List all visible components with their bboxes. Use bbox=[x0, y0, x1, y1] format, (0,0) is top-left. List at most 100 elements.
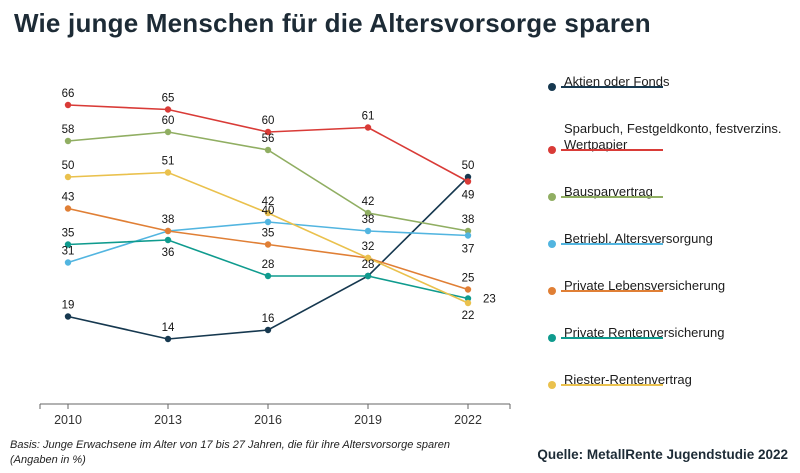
data-point-label: 43 bbox=[62, 192, 75, 204]
x-axis-label: 2013 bbox=[154, 413, 182, 427]
legend-item: Betriebl. Altersversorgung bbox=[548, 231, 792, 255]
data-point-label: 56 bbox=[262, 133, 275, 145]
data-point-label: 61 bbox=[362, 111, 375, 123]
data-point-label: 35 bbox=[62, 228, 75, 240]
data-point-label: 19 bbox=[62, 300, 75, 312]
legend-item-label: Riester-Rentenvertrag bbox=[564, 371, 692, 387]
data-point bbox=[164, 169, 172, 176]
data-point-label: 60 bbox=[262, 115, 275, 127]
data-point bbox=[264, 209, 272, 217]
data-point-label: 23 bbox=[483, 294, 496, 306]
data-point-label: 65 bbox=[162, 93, 175, 105]
data-point bbox=[264, 272, 272, 280]
source-note: Quelle: MetallRente Jugendstudie 2022 bbox=[537, 447, 788, 462]
data-point-label: 58 bbox=[62, 124, 75, 136]
data-point-label: 14 bbox=[162, 322, 175, 334]
data-point-label: 31 bbox=[62, 246, 75, 258]
x-axis-label: 2016 bbox=[254, 413, 282, 427]
data-point bbox=[364, 272, 372, 280]
legend-item: Sparbuch, Festgeldkonto, festverzins. We… bbox=[548, 121, 792, 162]
data-point-label: 51 bbox=[162, 156, 175, 168]
data-point-label: 38 bbox=[462, 214, 475, 226]
data-point bbox=[64, 173, 72, 181]
data-point bbox=[164, 236, 172, 244]
data-point bbox=[264, 146, 272, 154]
legend-item: Private Lebensversicherung bbox=[548, 278, 792, 302]
data-point-label: 49 bbox=[462, 190, 475, 202]
legend-line-icon bbox=[561, 290, 663, 293]
data-point-label: 50 bbox=[462, 160, 475, 172]
data-point bbox=[64, 101, 72, 109]
data-point-label: 16 bbox=[262, 313, 275, 325]
legend-line-icon bbox=[561, 383, 663, 386]
legend-dot-icon bbox=[548, 240, 556, 249]
x-axis-label: 2019 bbox=[354, 413, 382, 427]
data-point bbox=[464, 178, 472, 185]
basis-note-line2: (Angaben in %) bbox=[10, 454, 86, 467]
data-point bbox=[64, 313, 72, 320]
legend-item: Riester-Rentenvertrag bbox=[548, 372, 792, 396]
data-point bbox=[164, 335, 172, 343]
legend-item-label: Aktien oder Fonds bbox=[564, 74, 670, 89]
data-point-label: 40 bbox=[262, 205, 275, 217]
legend-dot-icon bbox=[548, 334, 556, 343]
x-axis-label: 2022 bbox=[454, 413, 482, 427]
legend-line-icon bbox=[561, 243, 663, 246]
data-point bbox=[464, 286, 472, 293]
data-point-label: 32 bbox=[362, 241, 375, 253]
data-point-label: 66 bbox=[62, 88, 75, 100]
legend-line-icon bbox=[561, 86, 663, 89]
data-point-label: 38 bbox=[162, 214, 175, 226]
data-point bbox=[264, 326, 272, 334]
legend-item-label: Sparbuch, Festgeldkonto, festverzins. We… bbox=[564, 120, 782, 153]
data-point bbox=[464, 299, 472, 307]
data-point bbox=[264, 218, 272, 226]
data-point-label: 60 bbox=[162, 115, 175, 127]
legend-line-icon bbox=[561, 337, 663, 340]
data-point bbox=[64, 259, 72, 266]
data-point-label: 42 bbox=[262, 196, 275, 208]
legend-dot-icon bbox=[548, 193, 556, 202]
data-point-label: 22 bbox=[462, 310, 475, 322]
legend-item-label: Private Lebensversicherung bbox=[564, 277, 726, 293]
legend-dot-icon bbox=[548, 287, 556, 296]
basis-note-line1: Basis: Junge Erwachsene im Alter von 17 … bbox=[10, 439, 451, 452]
data-point bbox=[164, 227, 172, 235]
legend-line-icon bbox=[561, 149, 663, 152]
legend-item-label: Bausparvertrag bbox=[564, 184, 653, 200]
data-point-label: 28 bbox=[262, 259, 275, 271]
data-point bbox=[364, 227, 372, 235]
data-point-label: 25 bbox=[462, 273, 475, 285]
data-point-label: 50 bbox=[62, 160, 75, 172]
data-point bbox=[464, 295, 472, 302]
data-point-label: 37 bbox=[462, 244, 475, 256]
legend-item-label: Private Rentenversicherung bbox=[564, 324, 725, 340]
data-point bbox=[64, 137, 72, 145]
x-axis-label: 2010 bbox=[54, 413, 82, 427]
data-point bbox=[264, 128, 272, 136]
legend-item: Private Rentenversicherung bbox=[548, 325, 792, 349]
data-point-label: 35 bbox=[262, 228, 275, 240]
data-point bbox=[464, 173, 472, 181]
basis-note: Basis: Junge Erwachsene im Alter von 17 … bbox=[10, 438, 450, 468]
data-point-label: 36 bbox=[162, 247, 175, 259]
legend-item: Bausparvertrag bbox=[548, 184, 792, 208]
data-point bbox=[264, 241, 272, 248]
line-chart: 2010 2013 2016 2019 2022 19 14 16 28 50 66 65 60 61 49… bbox=[39, 88, 511, 427]
data-point bbox=[364, 254, 372, 262]
legend-line-icon bbox=[561, 196, 663, 199]
data-point bbox=[364, 124, 372, 131]
data-point bbox=[64, 205, 72, 212]
chart-legend: Aktien oder Fonds Sparbuch, Festgeldkonto… bbox=[548, 74, 792, 396]
page-title: Wie junge Menschen für die Altersvorsorg… bbox=[14, 8, 651, 38]
legend-item: Aktien oder Fonds bbox=[548, 74, 792, 98]
legend-dot-icon bbox=[548, 380, 556, 389]
data-point bbox=[164, 128, 172, 136]
legend-dot-icon bbox=[548, 83, 556, 92]
data-point bbox=[64, 241, 72, 248]
data-point-label: 42 bbox=[362, 196, 375, 208]
data-point bbox=[464, 232, 472, 239]
data-point bbox=[164, 106, 172, 113]
data-point-label: 28 bbox=[362, 259, 375, 271]
